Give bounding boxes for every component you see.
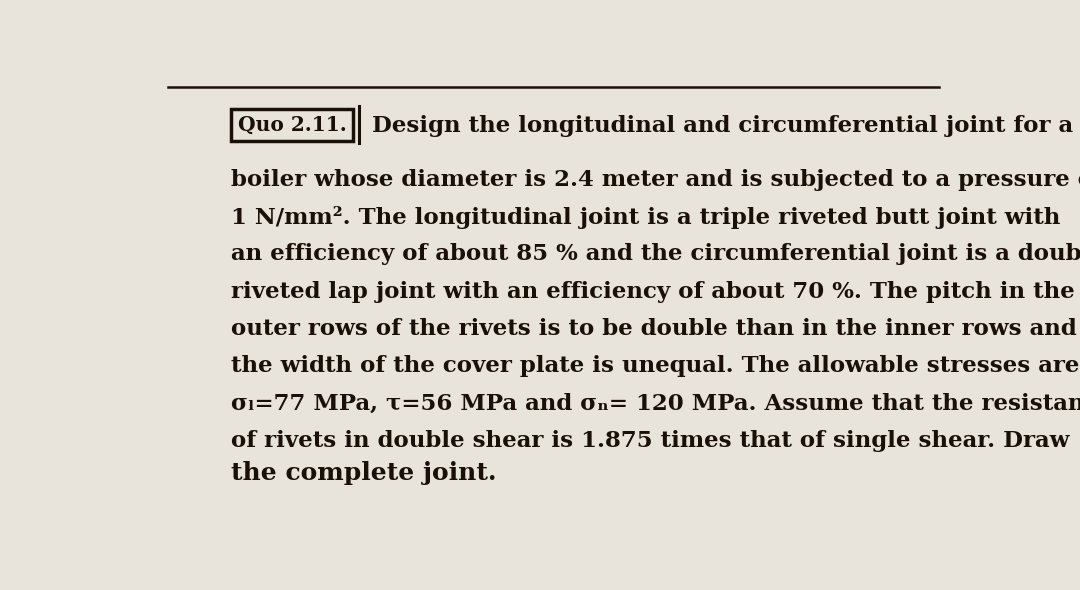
Bar <box>231 109 352 141</box>
Text: 1 N/mm². The longitudinal joint is a triple riveted butt joint with: 1 N/mm². The longitudinal joint is a tri… <box>231 205 1061 228</box>
Text: Design the longitudinal and circumferential joint for a: Design the longitudinal and circumferent… <box>372 115 1074 137</box>
Text: riveted lap joint with an efficiency of about 70 %. The pitch in the: riveted lap joint with an efficiency of … <box>231 281 1075 303</box>
Text: boiler whose diameter is 2.4 meter and is subjected to a pressure of: boiler whose diameter is 2.4 meter and i… <box>231 169 1080 191</box>
Text: the complete joint.: the complete joint. <box>231 461 497 485</box>
Text: an efficiency of about 85 % and the circumferential joint is a double: an efficiency of about 85 % and the circ… <box>231 243 1080 266</box>
Text: σₗ=77 MPa, τ=56 MPa and σₙ= 120 MPa. Assume that the resistance: σₗ=77 MPa, τ=56 MPa and σₙ= 120 MPa. Ass… <box>231 392 1080 414</box>
Text: the width of the cover plate is unequal. The allowable stresses are :: the width of the cover plate is unequal.… <box>231 355 1080 377</box>
Text: Quo 2.11.: Quo 2.11. <box>238 115 347 135</box>
Text: outer rows of the rivets is to be double than in the inner rows and: outer rows of the rivets is to be double… <box>231 318 1077 340</box>
Text: of rivets in double shear is 1.875 times that of single shear. Draw: of rivets in double shear is 1.875 times… <box>231 430 1069 451</box>
